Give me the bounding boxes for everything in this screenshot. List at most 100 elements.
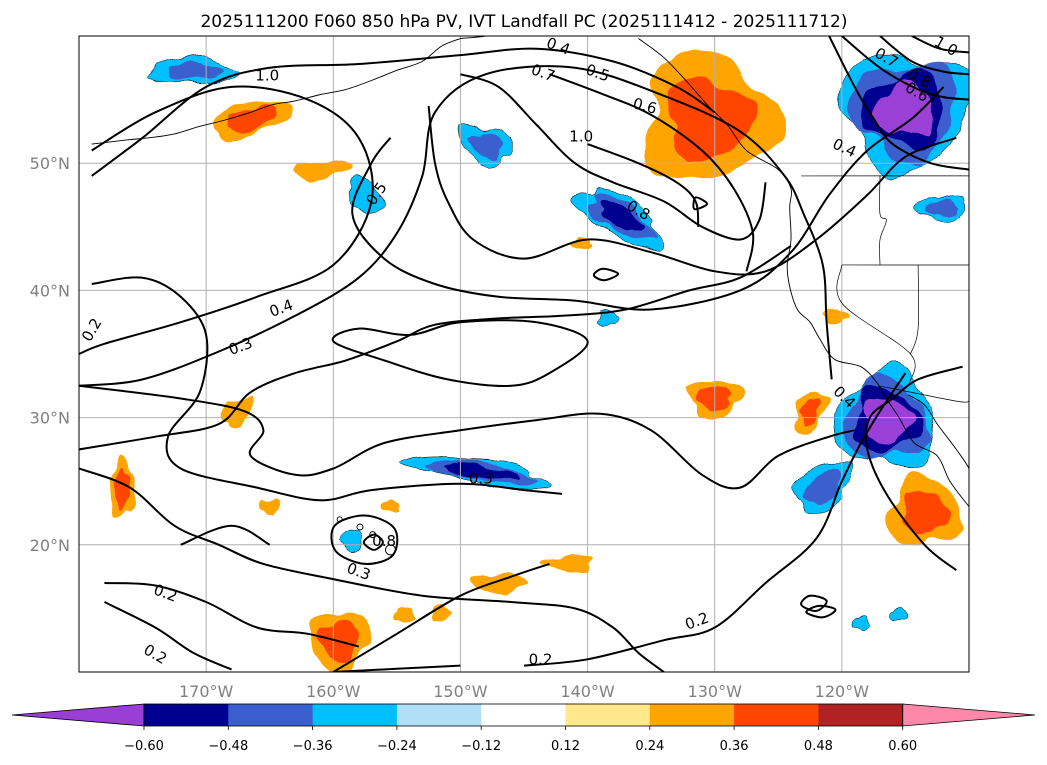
pv-contour-line xyxy=(91,276,563,502)
lon-tick-label: 150°W xyxy=(433,682,488,701)
colorbar-tick-label: −0.48 xyxy=(208,739,248,754)
chart-title: 2025111200 F060 850 hPa PV, IVT Landfall… xyxy=(200,12,847,32)
colorbar-tick-label: −0.36 xyxy=(293,739,333,754)
positive-correlation-region xyxy=(797,398,822,426)
pv-contour-label: 0.2 xyxy=(529,650,553,668)
negative-correlation-region xyxy=(169,59,224,80)
pv-contour-line xyxy=(91,47,716,177)
latitude-axis: 20°N 30°N 40°N 50°N xyxy=(30,154,70,555)
pv-contour-label-group: 0.2 xyxy=(529,650,553,668)
pv-contour-line xyxy=(79,384,855,490)
pv-contour-line xyxy=(104,581,359,648)
coastline xyxy=(91,38,461,145)
coastline xyxy=(907,394,969,507)
pv-contour-line xyxy=(79,85,374,355)
pv-contour-line xyxy=(592,267,620,282)
island xyxy=(356,523,364,531)
positive-correlation-region xyxy=(291,161,353,180)
colorbar-segment xyxy=(396,704,482,726)
colorbar-tick-label: −0.12 xyxy=(461,739,501,754)
positive-correlation-region xyxy=(259,498,280,517)
colorbar-tick-label: 0.24 xyxy=(635,739,664,754)
lon-tick-label: 130°W xyxy=(688,682,743,701)
pv-contour-label-group: 0.6 xyxy=(631,94,659,118)
border-line xyxy=(879,175,887,266)
pv-contour-label: 0.6 xyxy=(631,94,659,118)
positive-correlation-region xyxy=(116,467,132,509)
pv-contour-label: 1.0 xyxy=(569,128,593,146)
colorbar-tick-label: 0.48 xyxy=(804,739,833,754)
negative-correlation-region xyxy=(873,78,934,136)
pv-contour-line xyxy=(330,514,399,565)
pv-contour-line xyxy=(692,196,709,211)
pv-contour-line xyxy=(460,73,767,241)
positive-correlation-region xyxy=(226,106,277,133)
colorbar-segment xyxy=(818,704,904,726)
colorbar-tick-label: 0.12 xyxy=(551,739,580,754)
positive-correlation-region xyxy=(902,490,952,537)
colorbar-segment xyxy=(481,704,566,726)
pv-contour-label-group: 0.4 xyxy=(544,36,573,59)
pv-contour-line xyxy=(362,533,384,551)
lat-tick-label: 30°N xyxy=(30,409,70,428)
pv-contour-line xyxy=(103,601,233,671)
pv-contour-label: 0.8 xyxy=(372,532,396,550)
pv-contour-line xyxy=(800,594,828,612)
border-line xyxy=(910,264,920,355)
colorbar-extend-low xyxy=(11,703,145,727)
negative-correlation-region xyxy=(465,132,504,160)
lat-tick-label: 20°N xyxy=(30,536,70,555)
pv-contours xyxy=(79,36,969,672)
border-line xyxy=(878,385,969,403)
colorbar-segment xyxy=(649,704,735,726)
pv-contour-label-group: 1.0 xyxy=(255,66,279,84)
pv-contour-label: 1.0 xyxy=(255,66,279,84)
colorbar-outline xyxy=(143,703,904,727)
border-line xyxy=(836,264,916,384)
pv-contour-label: 0.3 xyxy=(469,470,493,488)
pv-contour-label-group: 0.8 xyxy=(372,532,396,550)
pv-contour-line xyxy=(332,562,550,672)
pv-contour-label-group: 1.0 xyxy=(569,128,593,146)
pv-contour-line xyxy=(351,86,945,311)
colorbar-extend-high xyxy=(902,703,1036,727)
pv-contour-line xyxy=(864,365,963,571)
colorbar-segment xyxy=(144,704,229,726)
pv-contour-line xyxy=(841,36,969,101)
negative-correlation-region xyxy=(801,468,840,505)
pv-contour-line xyxy=(879,36,969,76)
longitude-axis: 170°W 160°W 150°W 140°W 130°W 120°W xyxy=(179,682,869,701)
colorbar-segment xyxy=(565,704,651,726)
negative-correlation-region xyxy=(349,174,385,213)
positive-correlation-region xyxy=(220,395,255,428)
positive-correlation-region xyxy=(822,308,850,325)
coastline xyxy=(460,36,489,39)
ivt-landfall-pc-shading xyxy=(112,50,969,672)
pv-contour-line xyxy=(79,467,665,672)
pv-contour-line xyxy=(180,524,271,546)
colorbar-segment xyxy=(312,704,398,726)
colorbar-tick-label: −0.24 xyxy=(377,739,417,754)
positive-correlation-region xyxy=(391,606,415,623)
negative-correlation-region xyxy=(851,616,869,631)
negative-correlation-region xyxy=(927,198,958,216)
pv-contour-line xyxy=(523,372,907,667)
lat-tick-label: 50°N xyxy=(30,154,70,173)
lon-tick-label: 170°W xyxy=(179,682,234,701)
positive-correlation-region xyxy=(379,500,400,513)
positive-correlation-region xyxy=(470,573,527,595)
lon-tick-label: 140°W xyxy=(560,682,615,701)
colorbar-tick-label: 0.60 xyxy=(888,739,917,754)
pv-contour-label-group: 0.3 xyxy=(469,470,493,488)
lon-tick-label: 160°W xyxy=(306,682,361,701)
colorbar: −0.60 −0.48 −0.36 −0.24 −0.12 0.12 0.24 0.36 0.4… xyxy=(11,703,1036,754)
map-frame xyxy=(78,35,970,673)
pv-contour-line xyxy=(427,105,957,276)
pv-contour-line xyxy=(911,36,969,54)
negative-correlation-region xyxy=(599,199,646,231)
lat-tick-label: 40°N xyxy=(30,281,70,300)
positive-correlation-region xyxy=(694,386,732,413)
negative-correlation-region xyxy=(445,461,519,481)
negative-correlation-region xyxy=(890,607,908,621)
